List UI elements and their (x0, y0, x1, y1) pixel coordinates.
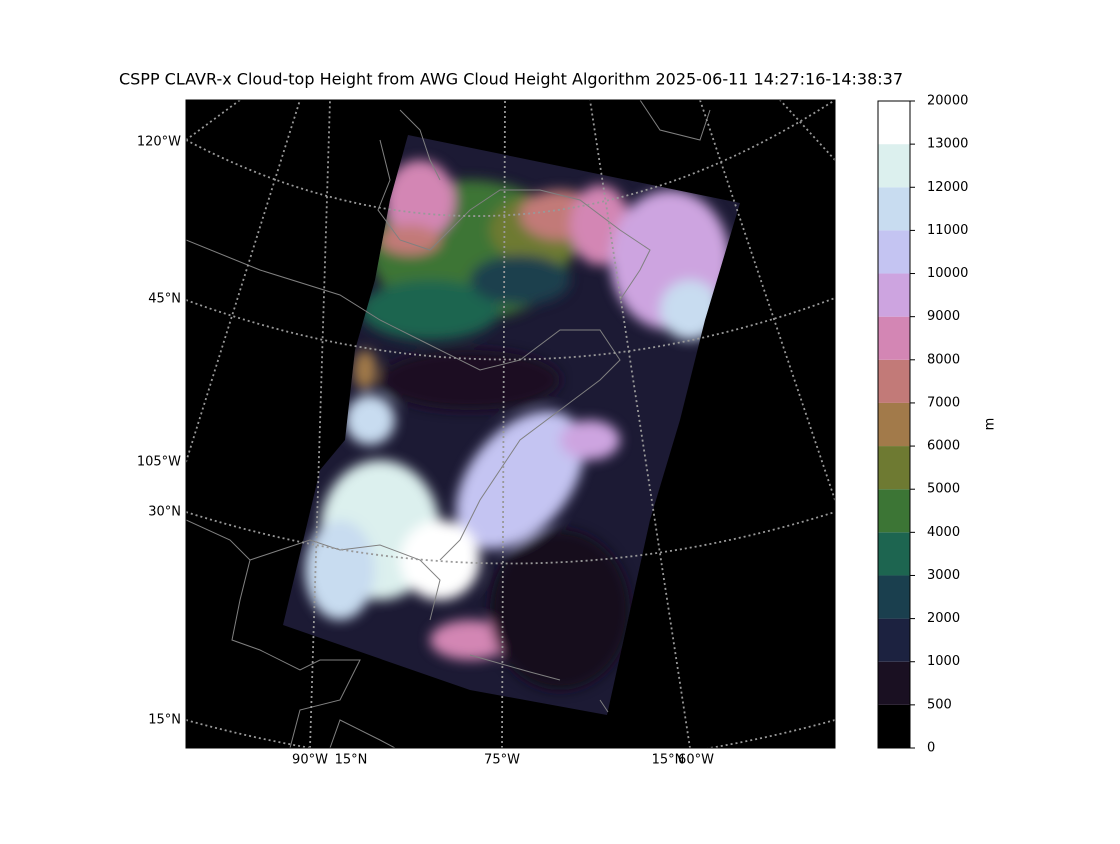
colorbar-band (878, 273, 910, 317)
colorbar-frame (877, 100, 911, 749)
lat-lon-label: 60°W (678, 753, 714, 768)
colorbar-band (878, 489, 910, 533)
colorbar-band (878, 101, 910, 145)
colorbar-band (878, 575, 910, 619)
colorbar-band (878, 618, 910, 662)
colorbar-tick-label: 12000 (927, 180, 968, 195)
lat-lon-label: 120°W (137, 135, 181, 150)
colorbar-band (878, 359, 910, 403)
colorbar-band (878, 230, 910, 274)
chart-title: CSPP CLAVR-x Cloud-top Height from AWG C… (119, 70, 903, 89)
colorbar-tick-label: 5000 (927, 482, 960, 497)
colorbar-tick-label: 4000 (927, 525, 960, 540)
coastlines (186, 100, 711, 748)
colorbar-tick-label: 500 (927, 697, 952, 712)
colorbar-label: m (983, 418, 998, 431)
colorbar-tick-label: 8000 (927, 352, 960, 367)
colorbar-band (878, 446, 910, 490)
colorbar-band (878, 144, 910, 188)
graticule (186, 100, 835, 748)
colorbar-tick-label: 0 (927, 741, 935, 756)
map-frame (185, 99, 836, 749)
colorbar-tick-label: 9000 (927, 309, 960, 324)
map (186, 100, 835, 748)
colorbar-tick-label: 10000 (927, 266, 968, 281)
colorbar-tick-label: 11000 (927, 223, 968, 238)
lat-lon-label: 90°W (292, 753, 328, 768)
colorbar-band (878, 532, 910, 576)
colorbar-tick-label: 20000 (927, 94, 968, 109)
colorbar-band (878, 187, 910, 231)
lat-lon-label: 105°W (137, 455, 181, 470)
colorbar-band (878, 316, 910, 360)
lat-lon-label: 15°N (335, 753, 368, 768)
colorbar-tick-label: 3000 (927, 568, 960, 583)
colorbar-band (878, 402, 910, 447)
lat-lon-label: 45°N (148, 292, 181, 307)
lat-lon-label: 15°N (652, 753, 685, 768)
cloud-swath (283, 135, 740, 715)
colorbar-band (878, 661, 910, 705)
colorbar-tick-label: 1000 (927, 654, 960, 669)
colorbar-tick-label: 6000 (927, 439, 960, 454)
lat-lon-label: 15°N (148, 713, 181, 728)
colorbar-tick-label: 2000 (927, 611, 960, 626)
colorbar-band (878, 704, 910, 748)
colorbar-tick-label: 7000 (927, 395, 960, 410)
lat-lon-label: 30°N (148, 505, 181, 520)
lat-lon-label: 75°W (484, 753, 520, 768)
colorbar: 0 500 1000 2000 3000 4000 5000 6000 7000 8000 9000… (877, 94, 998, 756)
colorbar-tick-label: 13000 (927, 137, 968, 152)
